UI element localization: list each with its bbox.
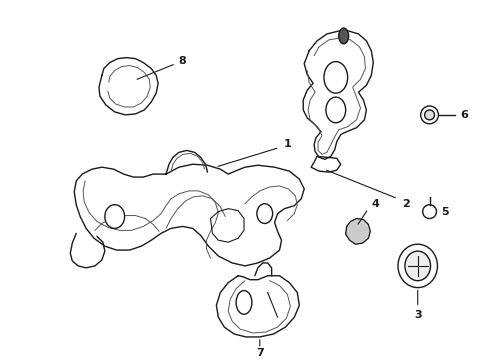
Ellipse shape [339,28,348,44]
Polygon shape [345,219,370,244]
Ellipse shape [257,204,272,224]
Polygon shape [311,156,341,172]
Text: 3: 3 [414,310,421,320]
Ellipse shape [425,110,435,120]
Ellipse shape [326,97,345,123]
Polygon shape [99,58,158,115]
Text: 7: 7 [256,348,264,358]
Text: 1: 1 [284,139,292,149]
Ellipse shape [405,251,431,281]
Text: 4: 4 [371,199,379,209]
Ellipse shape [105,205,124,228]
Polygon shape [74,164,304,266]
Polygon shape [303,31,373,159]
Ellipse shape [398,244,438,288]
Ellipse shape [236,291,252,314]
Text: 5: 5 [441,207,449,217]
Text: 2: 2 [402,199,410,209]
Text: 6: 6 [460,110,468,120]
Ellipse shape [324,62,347,93]
Polygon shape [217,276,299,337]
Ellipse shape [423,205,437,219]
Ellipse shape [421,106,439,124]
Text: 8: 8 [178,55,186,66]
